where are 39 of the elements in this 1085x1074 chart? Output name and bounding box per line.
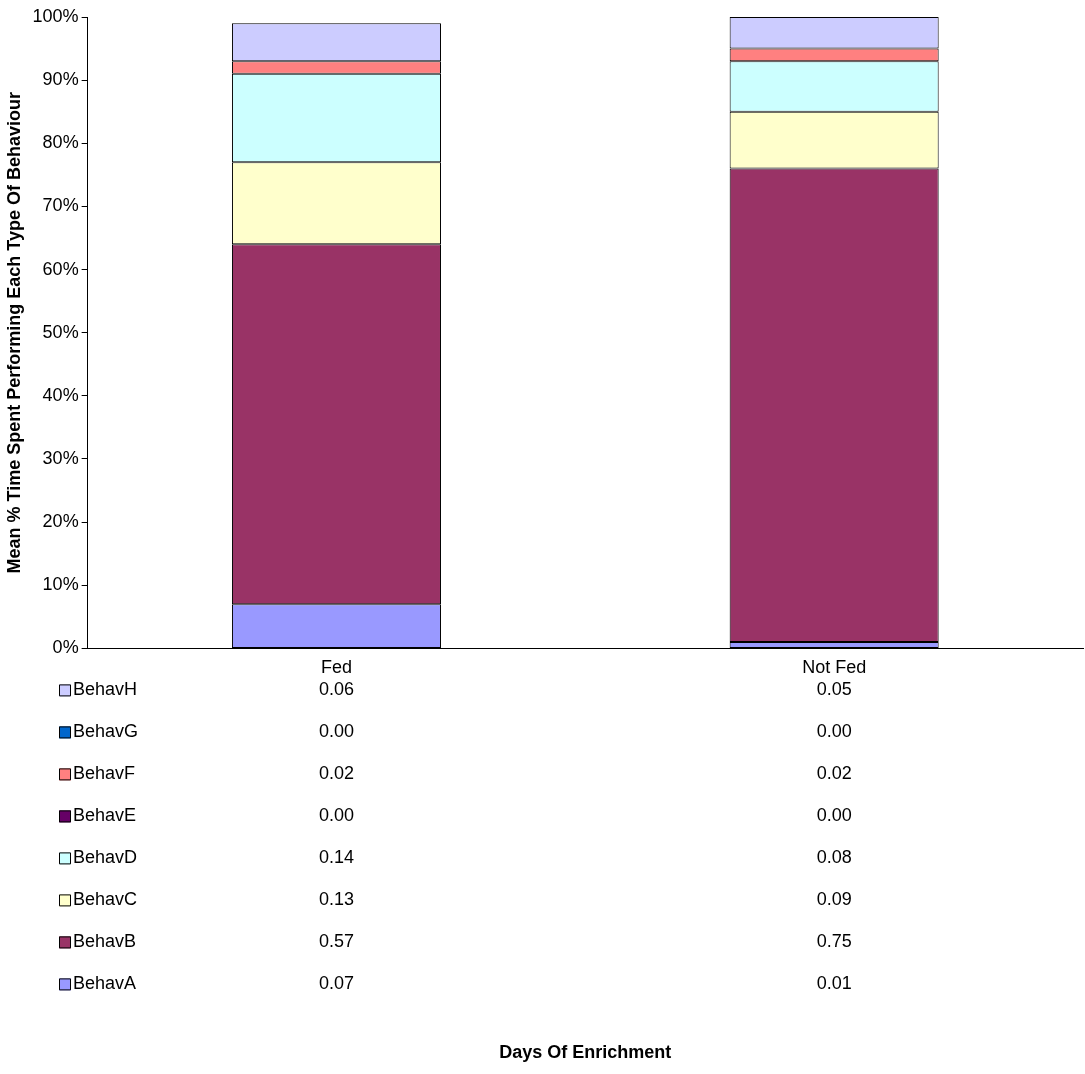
y-tick-label: 40% — [42, 384, 79, 405]
y-tick-label: 100% — [32, 5, 79, 26]
legend-label: BehavB — [73, 931, 137, 952]
data-label: 0.00 — [816, 721, 852, 742]
legend-label: BehavC — [73, 889, 138, 910]
data-label: 0.00 — [318, 721, 354, 742]
legend-label: BehavH — [73, 679, 138, 700]
y-tick-label: 60% — [42, 258, 79, 279]
legend-label: BehavF — [73, 763, 136, 784]
data-label: 0.14 — [318, 847, 354, 868]
y-tick-label: 50% — [42, 321, 79, 342]
data-label: 0.09 — [816, 889, 852, 910]
data-label: 0.05 — [816, 679, 852, 700]
data-label: 0.06 — [318, 679, 354, 700]
data-label: 0.75 — [816, 931, 852, 952]
y-tick-label: 80% — [42, 132, 79, 153]
y-tick-label: 70% — [42, 195, 79, 216]
data-label: 0.02 — [816, 763, 852, 784]
x-tick-label: Not Fed — [802, 657, 867, 678]
legend-label: BehavG — [73, 721, 139, 742]
legend-label: BehavD — [73, 847, 138, 868]
y-tick-label: 0% — [52, 637, 79, 658]
y-tick-label: 30% — [42, 447, 79, 468]
x-tick-label: Fed — [320, 657, 352, 678]
legend-label: BehavA — [73, 973, 137, 994]
legend-label: BehavE — [73, 805, 137, 826]
y-axis-title: Mean % Time Spent Performing Each Type Of Behaviour — [3, 91, 24, 574]
data-label: 0.08 — [816, 847, 852, 868]
y-tick-label: 90% — [42, 69, 79, 90]
data-label: 0.00 — [318, 805, 354, 826]
text: Days Of Enrichment — [499, 1041, 672, 1062]
y-tick-label: 20% — [42, 511, 79, 532]
data-label: 0.01 — [816, 973, 852, 994]
data-label: 0.13 — [318, 889, 354, 910]
y-tick-label: 10% — [42, 574, 79, 595]
data-label: 0.07 — [318, 973, 354, 994]
data-label: 0.02 — [318, 763, 354, 784]
data-label: 0.57 — [318, 931, 354, 952]
data-label: 0.00 — [816, 805, 852, 826]
